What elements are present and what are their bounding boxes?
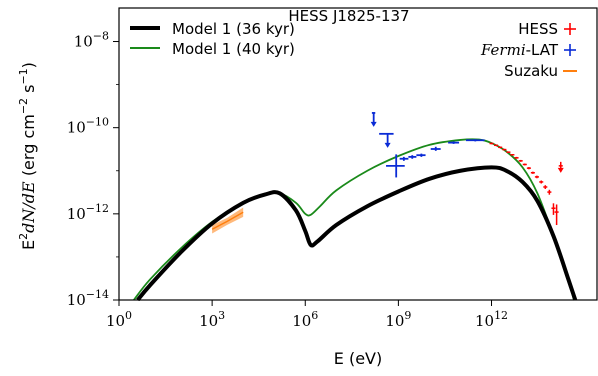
hess-upper-limit — [557, 161, 564, 173]
hess-point — [543, 185, 548, 189]
legend-label-fermi-suffix: -LAT — [526, 41, 559, 59]
y-label-e: E — [19, 240, 38, 250]
legend-label-fermi: Fermi-LAT — [480, 41, 559, 59]
y-label-sup-2: 2 — [17, 233, 30, 240]
hess-point — [551, 203, 556, 215]
hess-point — [530, 171, 535, 174]
legend-marker-fermi — [564, 44, 576, 56]
legend-models: Model 1 (36 kyr) Model 1 (40 kyr) — [130, 20, 295, 58]
fermi-point — [386, 154, 405, 178]
x-tick-label: 100 — [106, 309, 132, 330]
y-tick-label: 10−8 — [74, 30, 109, 51]
hess-point — [547, 189, 552, 195]
fermi-upper-limit — [379, 132, 394, 148]
fermi-point — [408, 155, 417, 159]
legend-label-fermi-italic: Fermi — [480, 41, 526, 59]
legend-label-36kyr: Model 1 (36 kyr) — [172, 20, 295, 38]
hess-point — [526, 167, 531, 170]
y-label-dnde: dN/dE — [19, 181, 38, 233]
hess-point — [514, 156, 519, 159]
x-tick-label: 106 — [292, 309, 318, 330]
model-40kyr-curve — [133, 138, 575, 301]
hess-point — [502, 148, 507, 151]
legend-marker-hess — [564, 23, 576, 35]
hess-point — [506, 151, 511, 153]
hess-point — [554, 204, 559, 226]
hess-point — [518, 159, 523, 162]
x-tick-label: 1012 — [475, 309, 508, 330]
y-label-units-a: (erg cm — [19, 114, 38, 181]
fermi-point — [430, 146, 441, 151]
legend-label-suzaku: Suzaku — [504, 62, 558, 80]
fermi-point — [448, 141, 460, 144]
hess-point — [489, 142, 494, 145]
y-label-units-b: s — [19, 85, 38, 98]
hess-point — [522, 163, 527, 166]
legend-label-40kyr: Model 1 (40 kyr) — [172, 40, 295, 58]
y-axis-label: E2dN/dE (erg cm−2 s−1) — [17, 62, 38, 250]
y-tick-label: 10−10 — [67, 116, 109, 137]
fermi-point — [465, 139, 485, 142]
y-label-units-c: ) — [19, 62, 38, 68]
fermi-point — [399, 156, 409, 161]
legend-data: HESS Fermi-LAT Suzaku — [480, 20, 577, 80]
plot-frame — [118, 7, 598, 301]
y-tick-label: 10−12 — [67, 202, 109, 223]
hess-point — [510, 154, 515, 156]
fermi-upper-limit — [370, 112, 377, 127]
legend-label-hess: HESS — [518, 20, 558, 38]
hess-point — [498, 146, 503, 149]
y-label-sup-m1: −1 — [17, 68, 30, 84]
x-axis-label: E (eV) — [334, 349, 382, 368]
y-tick-label: 10−14 — [67, 288, 109, 309]
suzaku-line — [211, 211, 244, 230]
x-tick-label: 109 — [385, 309, 411, 330]
hess-point — [539, 180, 544, 184]
chart-title: HESS J1825-137 — [288, 7, 409, 25]
hess-point — [534, 175, 539, 179]
fermi-point — [416, 153, 426, 157]
hess-point — [494, 144, 499, 147]
model-36kyr-curve — [136, 165, 578, 301]
y-label-sup-m2: −2 — [17, 98, 30, 114]
x-tick-label: 103 — [199, 309, 225, 330]
